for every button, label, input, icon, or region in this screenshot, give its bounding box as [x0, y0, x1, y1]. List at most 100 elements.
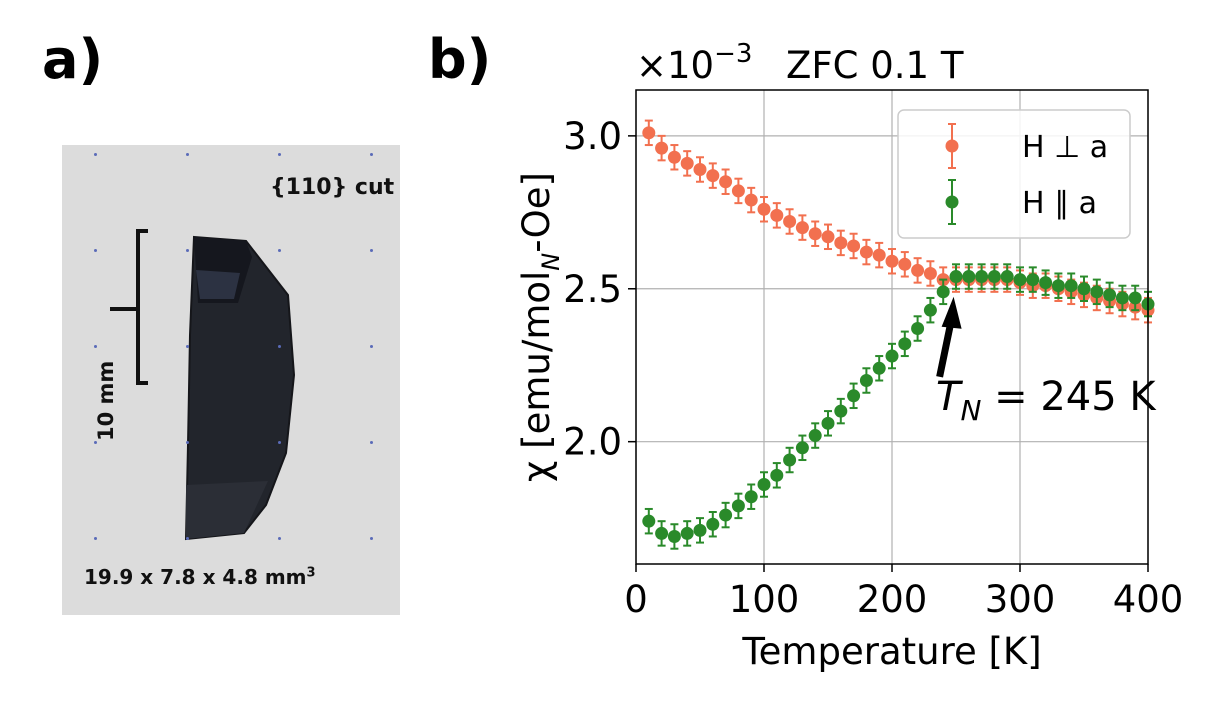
data-point	[834, 404, 848, 418]
x-tick-label: 100	[729, 578, 800, 621]
paper-dot	[186, 441, 189, 444]
paper-dot	[278, 537, 281, 540]
paper-dot	[370, 441, 373, 444]
data-point	[757, 477, 771, 491]
paper-dot	[370, 345, 373, 348]
crystal-bottom-face	[186, 481, 268, 539]
dimensions-text: 19.9 x 7.8 x 4.8 mm	[84, 565, 307, 589]
data-point	[680, 156, 694, 170]
y-tick-label: 2.5	[563, 268, 622, 311]
sample-photo: {110} cut 10 mm 19.9 x 7.8 x 4.8 mm3	[62, 145, 400, 615]
data-point	[872, 248, 886, 262]
data-point	[719, 508, 733, 522]
data-point	[872, 361, 886, 375]
data-point	[911, 263, 925, 277]
ticks: 0 100 200 300 400 2.0 2.5 3.0	[563, 115, 1183, 621]
y-axis-title: χ [emu/molN-Oe]	[515, 172, 565, 482]
paper-dot	[94, 345, 97, 348]
data-point	[706, 517, 720, 531]
data-point	[744, 490, 758, 504]
data-point	[719, 175, 733, 189]
paper-dot	[94, 249, 97, 252]
data-point	[693, 523, 707, 537]
data-point	[987, 270, 1001, 284]
paper-dot	[370, 153, 373, 156]
legend-marker	[945, 139, 959, 153]
data-point	[1090, 285, 1104, 299]
data-point	[770, 208, 784, 222]
data-point	[936, 285, 950, 299]
data-point	[744, 193, 758, 207]
data-point	[898, 337, 912, 351]
data-point	[1000, 270, 1014, 284]
data-point	[680, 526, 694, 540]
crystal-highlight	[196, 270, 240, 299]
paper-dot	[186, 249, 189, 252]
data-point	[808, 227, 822, 241]
paper-dot	[278, 345, 281, 348]
y-tick-label: 3.0	[563, 115, 622, 158]
neel-annotation: TN = 245 K	[936, 296, 1157, 427]
x-tick-label: 400	[1113, 578, 1184, 621]
data-point	[731, 499, 745, 513]
data-point	[795, 441, 809, 455]
y-axis-title-sub: N	[537, 253, 565, 271]
data-point	[975, 270, 989, 284]
dimensions-exponent: 3	[306, 565, 316, 581]
paper-dot	[278, 249, 281, 252]
y-multiplier: ×10−3	[636, 39, 752, 87]
data-point	[885, 254, 899, 268]
paper-dot	[370, 249, 373, 252]
data-point	[962, 270, 976, 284]
data-point	[770, 468, 784, 482]
data-point	[834, 236, 848, 250]
data-point	[847, 239, 861, 253]
data-point	[821, 416, 835, 430]
cut-label: {110} cut	[270, 175, 395, 200]
data-point	[706, 169, 720, 183]
data-point	[821, 230, 835, 244]
data-point	[667, 529, 681, 543]
data-point	[642, 514, 656, 528]
paper-dot	[94, 441, 97, 444]
dimensions-label: 19.9 x 7.8 x 4.8 mm3	[84, 565, 316, 589]
chart-title: ZFC 0.1 T	[786, 44, 964, 87]
paper-dot	[278, 441, 281, 444]
y-multiplier-exponent: −3	[714, 39, 752, 69]
neel-temperature-label: TN = 245 K	[936, 374, 1157, 427]
crystal-drawing	[110, 229, 296, 541]
data-point	[1013, 273, 1027, 287]
data-point	[783, 453, 797, 467]
data-point	[795, 221, 809, 235]
data-point	[693, 163, 707, 177]
data-point	[1051, 279, 1065, 293]
x-tick-label: 0	[624, 578, 648, 621]
paper-dot	[370, 537, 373, 540]
data-point	[655, 141, 669, 155]
legend: H ⊥ a H ∥ a	[897, 109, 1131, 239]
data-point	[642, 126, 656, 140]
data-point	[783, 214, 797, 228]
legend-label: H ∥ a	[1022, 186, 1097, 221]
panel-label-b: b)	[428, 28, 492, 91]
paper-dot	[278, 153, 281, 156]
data-point	[731, 184, 745, 198]
data-point	[808, 429, 822, 443]
y-tick-label: 2.0	[563, 421, 622, 464]
data-point	[667, 150, 681, 164]
data-point	[1103, 288, 1117, 302]
legend-marker	[945, 195, 959, 209]
data-point	[847, 389, 861, 403]
data-point	[1026, 273, 1040, 287]
paper-dot	[94, 537, 97, 540]
panel-label-a: a)	[42, 28, 104, 91]
data-point	[655, 526, 669, 540]
data-point	[1039, 276, 1053, 290]
legend-label: H ⊥ a	[1022, 130, 1108, 165]
data-point	[1064, 279, 1078, 293]
paper-dot	[94, 153, 97, 156]
paper-dot	[186, 537, 189, 540]
data-point	[1077, 282, 1091, 296]
data-point	[859, 374, 873, 388]
